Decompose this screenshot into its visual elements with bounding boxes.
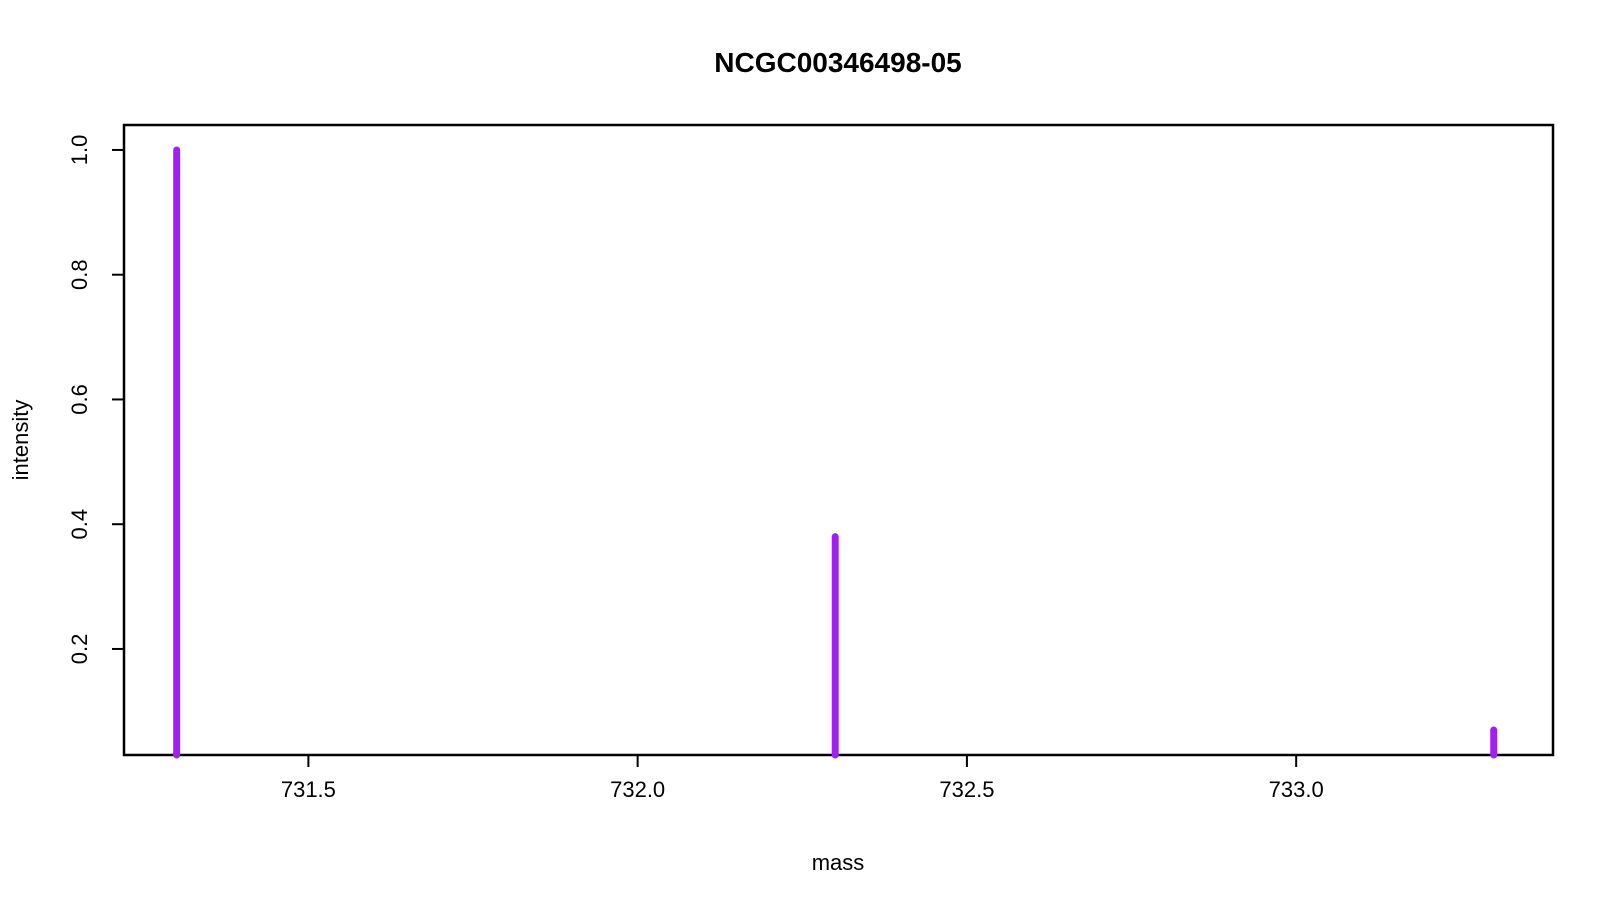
y-axis-label: intensity [8,400,33,481]
x-tick-label: 731.5 [281,777,336,802]
y-tick-label: 0.4 [67,509,92,540]
x-tick-label: 732.0 [610,777,665,802]
y-tick-label: 0.2 [67,634,92,665]
x-tick-label: 733.0 [1269,777,1324,802]
chart-title: NCGC00346498-05 [714,47,962,78]
x-axis: 731.5 732.0 732.5 733.0 [281,755,1324,802]
y-tick-label: 1.0 [67,135,92,166]
y-axis: 0.2 0.4 0.6 0.8 1.0 [67,135,124,665]
x-axis-label: mass [812,850,865,875]
peaks-group [173,146,1498,759]
y-tick-label: 0.8 [67,259,92,290]
y-tick-label: 0.6 [67,384,92,415]
x-tick-label: 732.5 [939,777,994,802]
